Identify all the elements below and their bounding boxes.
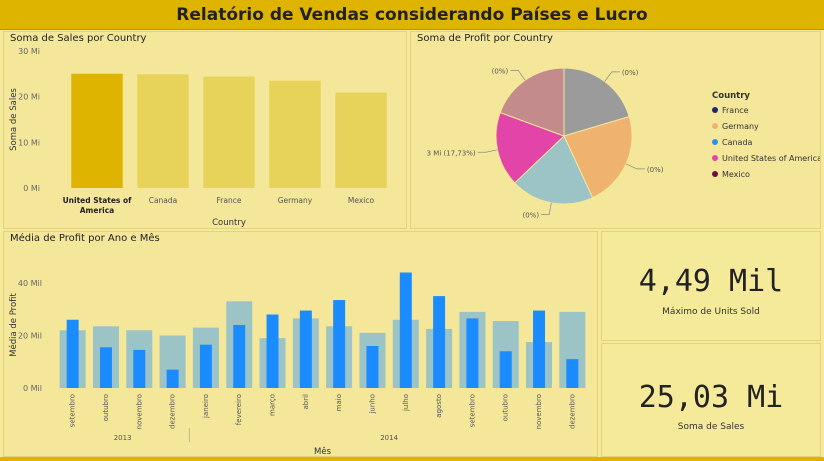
profit-pie-chart[interactable]: (0%) (0%) (0%) 3 Mi (17,73%) (0%) Country Fran… [411,32,820,228]
month-x-tick: dezembro [568,394,576,429]
month-bar-series2 [199,344,212,388]
month-x-tick: março [269,394,277,416]
pie-legend-marker [712,155,718,161]
pie-data-label: 3 Mi (17,73%) [427,149,476,157]
pie-slice [563,115,633,199]
pie-leader-line [625,163,645,170]
pie-leader-line [541,202,552,215]
pie-slice [563,67,630,137]
sales-x-tick: America [80,206,114,215]
pie-legend-marker [712,171,718,177]
month-bar-series2 [66,319,79,388]
sales-x-tick: United States of [63,196,133,205]
month-bar-series2 [533,310,546,388]
month-bar-series2 [566,359,579,388]
pie-legend-title: Country [712,91,750,101]
month-bar-series2 [366,346,379,388]
sales-bar [137,74,189,188]
pie-slice [499,67,565,137]
pie-data-label: (0%) [523,212,540,220]
month-x-tick: janeiro [202,394,210,419]
month-x-tick: julho [402,394,410,412]
pie-data-label: (0%) [647,166,664,174]
pie-legend-item: Mexico [722,170,750,179]
sales-bar [335,92,387,188]
sales-y-tick: 20 Mi [18,93,40,102]
month-x-tick: fevereiro [235,394,243,425]
month-bar-series2 [399,272,412,388]
kpi-units-card[interactable]: 4,49 Mil Máximo de Units Sold [601,231,821,341]
month-x-tick: agosto [435,394,443,418]
month-y-tick: 20 Mil [18,332,42,341]
profit-month-chart[interactable]: 0 Mil 20 Mil 40 Mil setembro outubro novembro… [4,232,597,456]
kpi-sales-card[interactable]: 25,03 Mi Soma de Sales [601,343,821,457]
kpi-sales-value: 25,03 Mi [638,380,784,415]
month-y-axis-label: Média de Profit [8,292,19,356]
pie-legend-item: United States of America [722,154,820,163]
sales-bar [203,76,255,188]
kpi-sales-label: Soma de Sales [677,422,745,432]
profit-by-country-panel[interactable]: Soma de Profit por Country (0%) (0%) (0%) 3… [410,31,821,229]
month-bar-series2 [133,349,146,388]
pie-leader-line [510,70,526,81]
month-x-axis-label: Mês [314,446,332,456]
sales-by-country-panel[interactable]: Soma de Sales por Country 0 Mi 10 Mi 20 Mi… [3,31,407,229]
month-bar-series2 [333,300,346,388]
report-title-bar: Relatório de Vendas considerando Países … [0,0,824,30]
pie-leader-line [604,71,620,82]
month-bar-series2 [433,296,446,388]
pie-legend-item: Germany [722,122,759,131]
month-year-label: 2014 [380,434,398,442]
sales-y-tick: 30 Mi [18,47,40,56]
profit-month-title: Média de Profit por Ano e Mês [10,233,160,244]
footer-bar [0,457,824,461]
kpi-units-label: Máximo de Units Sold [662,307,760,317]
sales-x-axis-label: Country [212,218,246,228]
sales-bar-chart[interactable]: 0 Mi 10 Mi 20 Mi 30 Mi United States ofAmeri… [4,32,406,228]
report-title: Relatório de Vendas considerando Países … [176,4,648,25]
month-x-tick: novembro [135,394,143,429]
profit-pie-title: Soma de Profit por Country [417,33,553,44]
month-x-tick: abril [302,394,310,410]
month-x-tick: outubro [102,394,110,421]
month-bar-series2 [266,314,279,388]
month-bar-series2 [299,310,312,388]
pie-legend-marker [712,139,718,145]
month-bar-series2 [233,325,246,388]
pie-legend-item: Canada [722,138,753,147]
kpi-units-value: 4,49 Mil [638,264,784,299]
pie-legend-item: France [722,106,749,115]
month-x-tick: dezembro [169,394,177,429]
sales-chart-title: Soma de Sales por Country [10,33,147,44]
month-x-tick: novembro [535,394,543,429]
sales-x-tick: Germany [278,196,313,205]
month-bar-series2 [99,347,112,388]
month-x-tick: junho [368,394,376,415]
month-x-tick: maio [335,394,343,411]
pie-data-label: (0%) [622,69,639,77]
profit-by-month-panel[interactable]: Média de Profit por Ano e Mês 0 Mil 20 Mi… [3,231,598,457]
month-bar-series2 [166,369,179,388]
sales-y-axis-label: Soma de Sales [9,88,19,151]
sales-bar [269,80,321,188]
pie-data-label: (0%) [492,67,509,75]
sales-bar [71,73,123,188]
month-bar-series2 [466,318,479,388]
month-x-tick: setembro [69,394,77,427]
sales-x-tick: Mexico [348,196,375,205]
month-x-tick: outubro [502,394,510,421]
pie-legend-marker [712,107,718,113]
pie-slice [514,135,594,205]
month-x-tick: setembro [468,394,476,427]
pie-leader-line [477,149,498,153]
sales-x-tick: Canada [149,196,178,205]
month-bar-series2 [499,351,512,388]
sales-y-tick: 10 Mi [18,138,40,147]
sales-x-tick: France [217,196,242,205]
month-year-label: 2013 [114,434,132,442]
month-y-tick: 40 Mil [18,279,42,288]
month-y-tick: 0 Mil [23,384,42,393]
pie-legend-marker [712,123,718,129]
sales-y-tick: 0 Mi [23,184,40,193]
